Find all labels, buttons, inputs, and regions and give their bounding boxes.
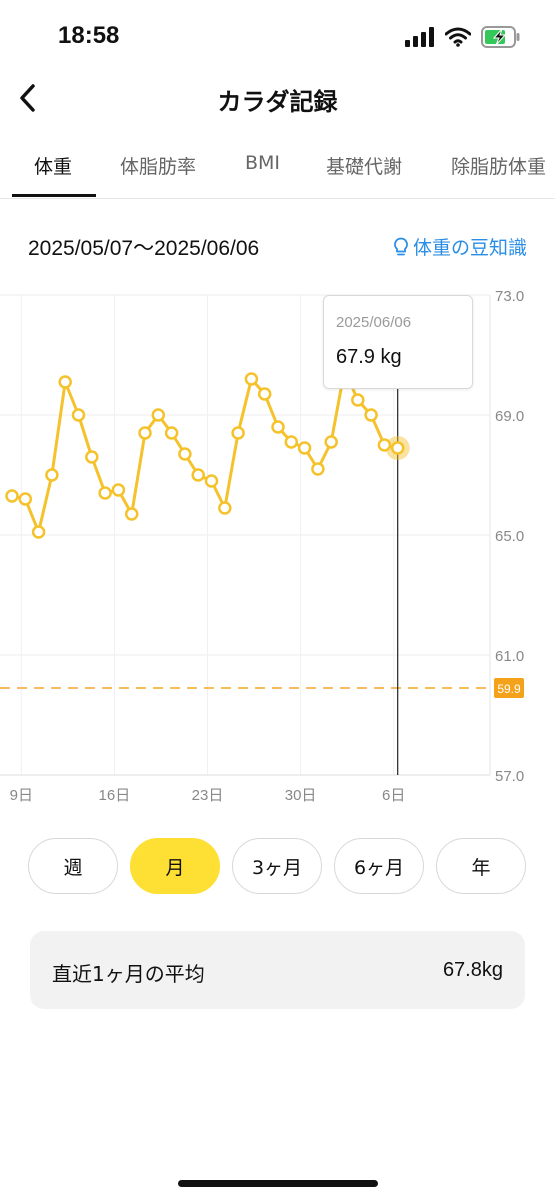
weight-series-line — [11, 368, 399, 534]
data-point — [271, 420, 285, 434]
data-point — [324, 435, 338, 449]
data-point — [151, 408, 166, 422]
data-point — [5, 489, 19, 503]
period-year-button[interactable]: 年 — [436, 838, 526, 894]
tab-lean-body-mass[interactable]: 除脂肪体重 — [451, 156, 547, 178]
tab-body-fat[interactable]: 体脂肪率 — [120, 156, 197, 178]
data-point — [124, 507, 139, 521]
x-tick-label: 6日 — [382, 787, 405, 804]
data-point — [364, 408, 378, 422]
period-month-button[interactable]: 月 — [130, 838, 220, 894]
data-point — [297, 441, 312, 455]
y-tick-label: 73.0 — [495, 288, 524, 305]
data-point — [257, 387, 272, 401]
status-icons — [405, 24, 521, 50]
tab-basal-metabolism[interactable]: 基礎代謝 — [326, 156, 403, 178]
nav-bar: カラダ記録 — [0, 70, 555, 130]
x-tick-label: 23日 — [192, 787, 224, 804]
data-point — [191, 468, 205, 482]
chevron-left-icon — [20, 84, 35, 112]
data-point — [244, 372, 259, 386]
period-week-button[interactable]: 週 — [28, 838, 118, 894]
target-weight-badge — [494, 678, 524, 698]
x-tick-label: 9日 — [10, 787, 33, 804]
y-tick-label: 69.0 — [495, 408, 524, 425]
data-point — [351, 393, 365, 407]
lightbulb-icon — [394, 237, 408, 255]
data-point — [85, 450, 99, 464]
period-3months-button[interactable]: 3ヶ月 — [232, 838, 322, 894]
back-button[interactable] — [6, 76, 50, 120]
y-tick-label: 57.0 — [495, 768, 524, 785]
data-point — [204, 474, 219, 488]
tab-bmi[interactable]: BMI — [245, 152, 281, 174]
data-point — [71, 408, 86, 422]
data-point — [178, 447, 192, 461]
average-value: 67.8kg — [442, 959, 503, 981]
data-point — [231, 426, 245, 440]
weight-chart-svg: 73.0 69.0 65.0 61.0 57.0 59.9 9日 16日 23日 30日 6日 — [0, 288, 524, 804]
data-point — [18, 492, 33, 506]
status-time: 18:58 — [58, 22, 120, 49]
data-point — [98, 486, 112, 500]
period-6months-button[interactable]: 6ヶ月 — [334, 838, 424, 894]
data-point — [138, 426, 152, 440]
weight-chart[interactable]: 73.0 69.0 65.0 61.0 57.0 59.9 9日 16日 23日 30日 6日 — [0, 285, 555, 810]
tooltip-date: 2025/06/06 — [336, 314, 412, 331]
page-title: カラダ記録 — [217, 88, 338, 116]
tooltip-value: 67.9 kg — [336, 346, 402, 368]
x-tick-label: 30日 — [285, 787, 317, 804]
tab-underline — [12, 194, 96, 197]
status-bar: 18:58 — [0, 0, 555, 70]
date-range: 2025/05/07〜2025/06/06 — [28, 237, 260, 260]
battery-charging-icon — [481, 26, 520, 48]
target-weight-label: 59.9 — [497, 682, 521, 696]
average-label: 直近1ヶ月の平均 — [52, 962, 205, 986]
cellular-signal-icon — [405, 27, 434, 47]
wifi-icon — [445, 27, 471, 47]
data-point — [311, 462, 325, 476]
home-indicator — [178, 1180, 378, 1187]
tab-weight[interactable]: 体重 — [34, 156, 73, 178]
weight-tips-link[interactable]: 体重の豆知識 — [393, 233, 527, 260]
data-point — [164, 426, 179, 440]
chart-tooltip: 2025/06/06 67.9 kg — [323, 295, 473, 389]
data-point — [31, 525, 46, 539]
data-point — [111, 483, 126, 497]
y-tick-label: 61.0 — [495, 648, 524, 665]
data-point — [284, 435, 299, 449]
period-selector: 週 月 3ヶ月 6ヶ月 年 — [0, 838, 555, 896]
metric-tabs: 体重 体脂肪率 BMI 基礎代謝 除脂肪体重 — [0, 140, 555, 199]
average-card: 直近1ヶ月の平均 67.8kg — [30, 931, 525, 1009]
data-point — [390, 441, 405, 455]
data-point — [58, 375, 72, 389]
y-tick-label: 65.0 — [495, 528, 524, 545]
data-point — [377, 438, 392, 452]
x-tick-label: 16日 — [99, 787, 131, 804]
data-point — [45, 468, 59, 482]
data-point — [218, 501, 232, 515]
weight-tips-label: 体重の豆知識 — [412, 237, 527, 259]
